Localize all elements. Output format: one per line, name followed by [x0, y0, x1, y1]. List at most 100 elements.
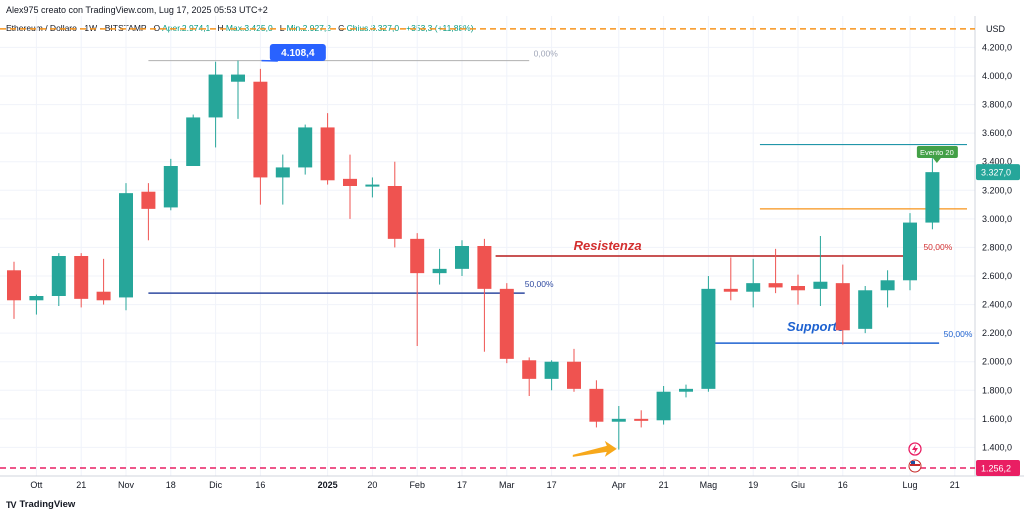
time-tick-label: 16 — [838, 480, 848, 490]
candle-body — [410, 238, 425, 274]
price-tick-label: 3.200,0 — [982, 185, 1012, 195]
low-label: L — [279, 23, 285, 33]
time-tick-label: 21 — [659, 480, 669, 490]
change-value: +353,3 (+11,88%) — [406, 23, 474, 33]
lightning-glyph-icon — [912, 444, 918, 454]
price-tick-label: 3.600,0 — [982, 128, 1012, 138]
low-value: Min.2.927,2 — [286, 23, 331, 33]
candle-body — [835, 283, 850, 331]
candle-body — [253, 81, 268, 178]
candle-body — [813, 281, 828, 289]
candle-body — [634, 418, 649, 421]
candle-body — [858, 290, 873, 329]
candle-body — [679, 388, 693, 392]
us-flag-canton — [911, 461, 915, 464]
price-tick-label: 2.400,0 — [982, 300, 1012, 310]
candle-body — [432, 268, 447, 274]
candle-body — [903, 222, 917, 281]
chart-credit: Alex975 creato con TradingView.com, Lug … — [6, 5, 268, 15]
candle-body — [74, 256, 89, 299]
time-tick-label: 2025 — [318, 480, 338, 490]
time-tick-label: 19 — [748, 480, 758, 490]
candle-body — [544, 361, 559, 379]
low-price-tag: 1.256,2 — [981, 463, 1011, 473]
candle-body — [186, 117, 201, 166]
candle-body — [51, 256, 66, 296]
candle-body — [365, 184, 380, 187]
tradingview-brand[interactable]: TV TradingView — [6, 499, 75, 510]
low-price-tag-box — [976, 459, 1020, 476]
candle-body — [567, 361, 581, 389]
resistance-label: Resistenza — [574, 238, 642, 253]
symbol-name[interactable]: Ethereum / Dollaro · 1W · BITSTAMP — [6, 23, 147, 33]
currency-label: USD — [986, 24, 1006, 34]
price-tick-label: 2.800,0 — [982, 242, 1012, 252]
close-label: C — [338, 23, 345, 33]
price-tick-label: 3.800,0 — [982, 100, 1012, 110]
price-tick-label: 2.000,0 — [982, 357, 1012, 367]
high-label: H — [217, 23, 224, 33]
time-tick-label: Dic — [209, 480, 222, 490]
orange-arrow-icon — [572, 440, 617, 457]
time-tick-label: Feb — [409, 480, 425, 490]
fib-50-right-red-label: 50,00% — [923, 242, 952, 252]
price-tick-label: 4.200,0 — [982, 42, 1012, 52]
candle-body — [768, 283, 783, 288]
event-badge-label: Evento 20 — [920, 148, 954, 157]
price-tick-label: 2.200,0 — [982, 328, 1012, 338]
price-tick-label: 3.000,0 — [982, 214, 1012, 224]
candle-body — [455, 246, 469, 269]
time-tick-label: 17 — [547, 480, 557, 490]
fib-50-left-label: 50,00% — [525, 279, 554, 289]
open-value: Aper.2.974,1 — [162, 23, 211, 33]
time-tick-label: Ott — [30, 480, 43, 490]
time-tick-label: 18 — [166, 480, 176, 490]
candle-body — [925, 172, 940, 223]
candle-body — [791, 286, 805, 291]
us-flag-stripe — [910, 464, 920, 466]
high-value: Max.3.425,0 — [225, 23, 273, 33]
price-tick-label: 1.400,0 — [982, 442, 1012, 452]
candle-body — [499, 288, 514, 359]
candle-body — [723, 288, 738, 292]
candle-body — [275, 167, 290, 178]
time-tick-label: 21 — [76, 480, 86, 490]
candle-body — [231, 74, 245, 82]
candle-body — [477, 246, 492, 289]
candle-body — [589, 388, 604, 422]
candle-body — [29, 296, 44, 301]
candle-body — [141, 191, 156, 209]
candle-body — [320, 127, 335, 181]
time-tick-label: Mag — [700, 480, 718, 490]
open-label: O — [153, 23, 161, 33]
support-label: Supporto — [787, 319, 845, 334]
candle-body — [746, 283, 761, 292]
price-tick-label: 3.400,0 — [982, 157, 1012, 167]
candle-body — [656, 391, 671, 421]
fib-50-right-blue-label: 50,00% — [944, 329, 973, 339]
event-badge-pointer — [932, 158, 941, 163]
candle-body — [701, 288, 716, 389]
price-tick-label: 1.800,0 — [982, 385, 1012, 395]
candle-body — [522, 360, 537, 379]
brand-name: TradingView — [19, 499, 76, 510]
fib-top-label: 0,00% — [534, 49, 559, 59]
current-price-tag: 3.327,0 — [981, 168, 1011, 178]
price-tick-label: 4.000,0 — [982, 71, 1012, 81]
tradingview-logo-icon: TV — [6, 499, 16, 510]
candle-body — [163, 166, 178, 208]
price-tick-label: 1.600,0 — [982, 414, 1012, 424]
time-tick-label: Nov — [118, 480, 135, 490]
candle-body — [96, 291, 111, 301]
candle-body — [208, 74, 223, 118]
candle-body — [387, 186, 402, 239]
time-tick-label: Giu — [791, 480, 805, 490]
event-badge-box — [916, 146, 958, 158]
time-tick-label: 16 — [255, 480, 265, 490]
price-tick-label: 2.600,0 — [982, 271, 1012, 281]
max-callout-box — [269, 44, 326, 61]
time-tick-label: 20 — [367, 480, 377, 490]
time-tick-label: 21 — [950, 480, 960, 490]
time-tick-label: 17 — [457, 480, 467, 490]
